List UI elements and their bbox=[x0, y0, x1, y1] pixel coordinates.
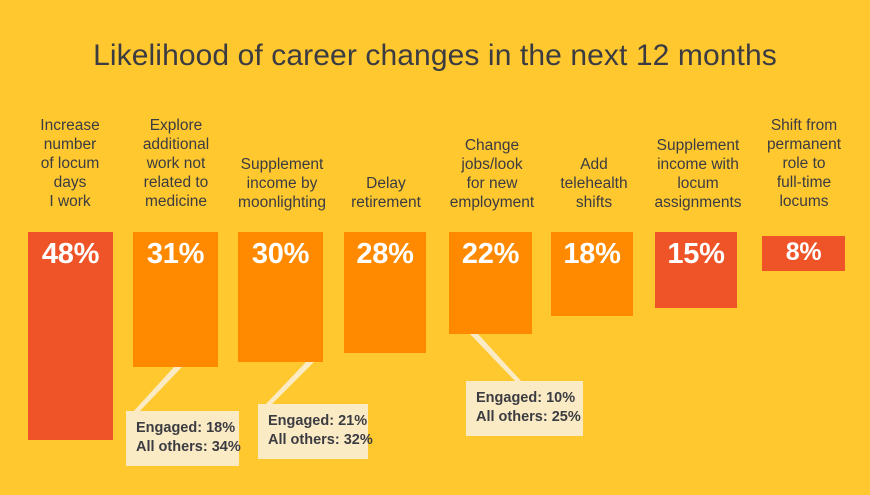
callout-1-engaged: Engaged: 18% bbox=[136, 420, 236, 436]
bar-value-2: 31% bbox=[146, 238, 205, 270]
bar-label-3-line-2: income by bbox=[246, 175, 318, 192]
bar-value-3: 30% bbox=[251, 238, 310, 270]
bar-label-4: Delay retirement bbox=[332, 174, 440, 212]
callout-3: Engaged: 10% All others: 25% bbox=[466, 381, 583, 436]
bar-label-1: Increase number of locum days I work bbox=[14, 116, 126, 211]
callout-2: Engaged: 21% All others: 32% bbox=[258, 404, 373, 459]
bar-label-6-line-2: telehealth bbox=[560, 175, 628, 192]
callout-3-engaged: Engaged: 10% bbox=[476, 390, 576, 406]
bar-label-8-line-5: locums bbox=[779, 193, 829, 210]
bar-value-6: 18% bbox=[563, 238, 621, 270]
bar-label-4-line-1: Delay bbox=[366, 175, 406, 192]
bar-label-5-line-1: Change bbox=[464, 137, 520, 154]
callout-2-all-others: All others: 32% bbox=[268, 432, 373, 448]
bar-4: 28% bbox=[344, 232, 426, 353]
bar-label-8-line-3: role to bbox=[782, 155, 826, 172]
chart-title: Likelihood of career changes in the next… bbox=[93, 39, 777, 72]
bar-label-2-line-2: additional bbox=[142, 136, 210, 153]
bar-value-5: 22% bbox=[461, 238, 520, 270]
callout-2-engaged: Engaged: 21% bbox=[268, 413, 368, 429]
callout-3-all-others: All others: 25% bbox=[476, 409, 581, 425]
bar-label-7-line-4: assignments bbox=[654, 194, 742, 211]
callout-tail-1 bbox=[132, 367, 182, 413]
bar-2: 31% bbox=[133, 232, 218, 367]
bar-label-8: Shift from permanent role to full-time l… bbox=[748, 116, 860, 211]
bar-3: 30% bbox=[238, 232, 323, 362]
bar-1: 48% bbox=[28, 232, 113, 440]
callout-tail-3 bbox=[470, 334, 522, 382]
bar-7: 15% bbox=[655, 232, 737, 308]
bar-label-6: Add telehealth shifts bbox=[542, 155, 646, 212]
bar-5: 22% bbox=[449, 232, 532, 334]
bar-label-7-line-3: locum bbox=[677, 175, 719, 192]
callout-1-all-others: All others: 34% bbox=[136, 439, 241, 455]
bar-label-3-line-1: Supplement bbox=[240, 156, 324, 173]
bar-label-1-line-3: of locum bbox=[40, 155, 100, 172]
bar-label-5-line-4: employment bbox=[449, 194, 535, 211]
bar-label-5-line-2: jobs/look bbox=[461, 156, 523, 173]
bar-label-4-line-2: retirement bbox=[351, 194, 421, 211]
bar-label-8-line-1: Shift from bbox=[770, 117, 838, 134]
bar-label-1-line-4: days bbox=[53, 174, 87, 191]
bar-label-6-line-1: Add bbox=[580, 156, 608, 173]
bar-label-2: Explore additional work not related to m… bbox=[120, 116, 232, 211]
bar-label-6-line-3: shifts bbox=[575, 194, 613, 211]
bar-label-5: Change jobs/look for new employment bbox=[436, 136, 548, 212]
bar-label-7-line-2: income with bbox=[657, 156, 739, 173]
bar-label-8-line-2: permanent bbox=[766, 136, 842, 153]
bar-label-1-line-2: number bbox=[43, 136, 97, 153]
bar-value-1: 48% bbox=[41, 238, 100, 270]
bar-label-2-line-3: work not bbox=[146, 155, 206, 172]
bar-8: 8% bbox=[762, 236, 845, 271]
bar-label-3: Supplement income by moonlighting bbox=[224, 155, 340, 212]
bar-value-7: 15% bbox=[667, 238, 725, 270]
bar-label-2-line-5: medicine bbox=[144, 193, 208, 210]
bar-label-2-line-4: related to bbox=[143, 174, 209, 191]
bar-label-2-line-1: Explore bbox=[149, 117, 203, 134]
bar-label-8-line-4: full-time bbox=[776, 174, 832, 191]
bar-label-5-line-3: for new bbox=[466, 175, 518, 192]
callout-tail-2 bbox=[264, 362, 314, 406]
bar-value-8: 8% bbox=[785, 238, 822, 266]
bar-value-4: 28% bbox=[356, 238, 414, 270]
bar-label-1-line-5: I work bbox=[49, 193, 91, 210]
bar-6: 18% bbox=[551, 232, 633, 316]
callout-1: Engaged: 18% All others: 34% bbox=[126, 411, 241, 466]
bar-label-1-line-1: Increase bbox=[40, 117, 100, 134]
bar-label-7-line-1: Supplement bbox=[656, 137, 740, 154]
bar-label-3-line-3: moonlighting bbox=[238, 194, 326, 211]
bar-label-7: Supplement income with locum assignments bbox=[640, 136, 756, 212]
